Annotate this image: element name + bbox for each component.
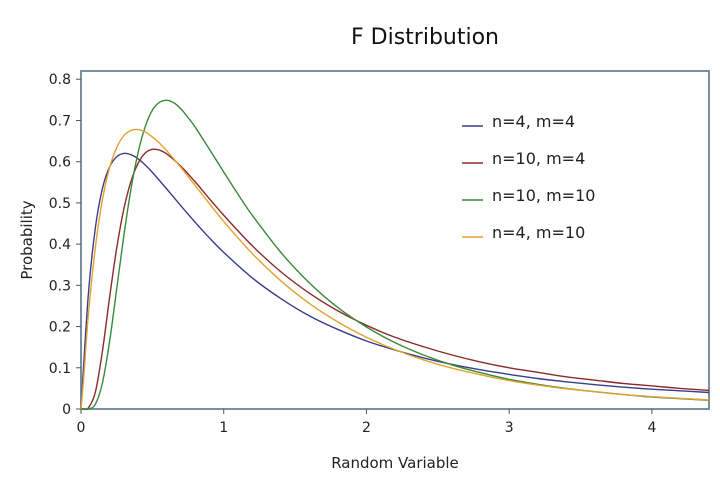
y-tick-label: 0.6 [49, 155, 71, 171]
plot-area [80, 70, 710, 410]
y-tick-label: 0.3 [49, 278, 71, 294]
x-tick-label: 4 [647, 420, 656, 436]
x-tick-label: 0 [77, 420, 86, 436]
y-tick-label: 0.5 [49, 196, 71, 212]
x-tick-label: 1 [219, 420, 228, 436]
x-axis-label: Random Variable [331, 454, 459, 472]
series-line-1 [80, 152, 710, 410]
legend-label: n=10, m=4 [492, 149, 585, 168]
x-axis: 0 1 2 3 4 [77, 409, 656, 436]
y-tick-label: 0.8 [49, 72, 71, 88]
y-tick-label: 0.7 [49, 113, 71, 129]
chart-title: F Distribution [351, 25, 499, 50]
series-line-2 [80, 148, 710, 411]
legend: n=4, m=4 n=10, m=4 n=10, m=10 n=4, m=10 [462, 112, 595, 242]
y-tick-label: 0.4 [49, 237, 71, 253]
series-line-3 [80, 99, 710, 410]
y-tick-label: 0.2 [49, 320, 71, 336]
y-axis-label: Probability [18, 200, 36, 279]
legend-label: n=4, m=10 [492, 223, 585, 242]
x-tick-label: 2 [362, 420, 371, 436]
y-tick-label: 0 [62, 402, 71, 418]
legend-label: n=10, m=10 [492, 186, 595, 205]
x-tick-label: 3 [505, 420, 514, 436]
legend-label: n=4, m=4 [492, 112, 575, 131]
y-tick-label: 0.1 [49, 361, 71, 377]
series-line-4 [80, 128, 710, 410]
y-axis: 0 0.1 0.2 0.3 0.4 0.5 0.6 0.7 0.8 [49, 72, 81, 418]
series-lines [80, 99, 710, 411]
